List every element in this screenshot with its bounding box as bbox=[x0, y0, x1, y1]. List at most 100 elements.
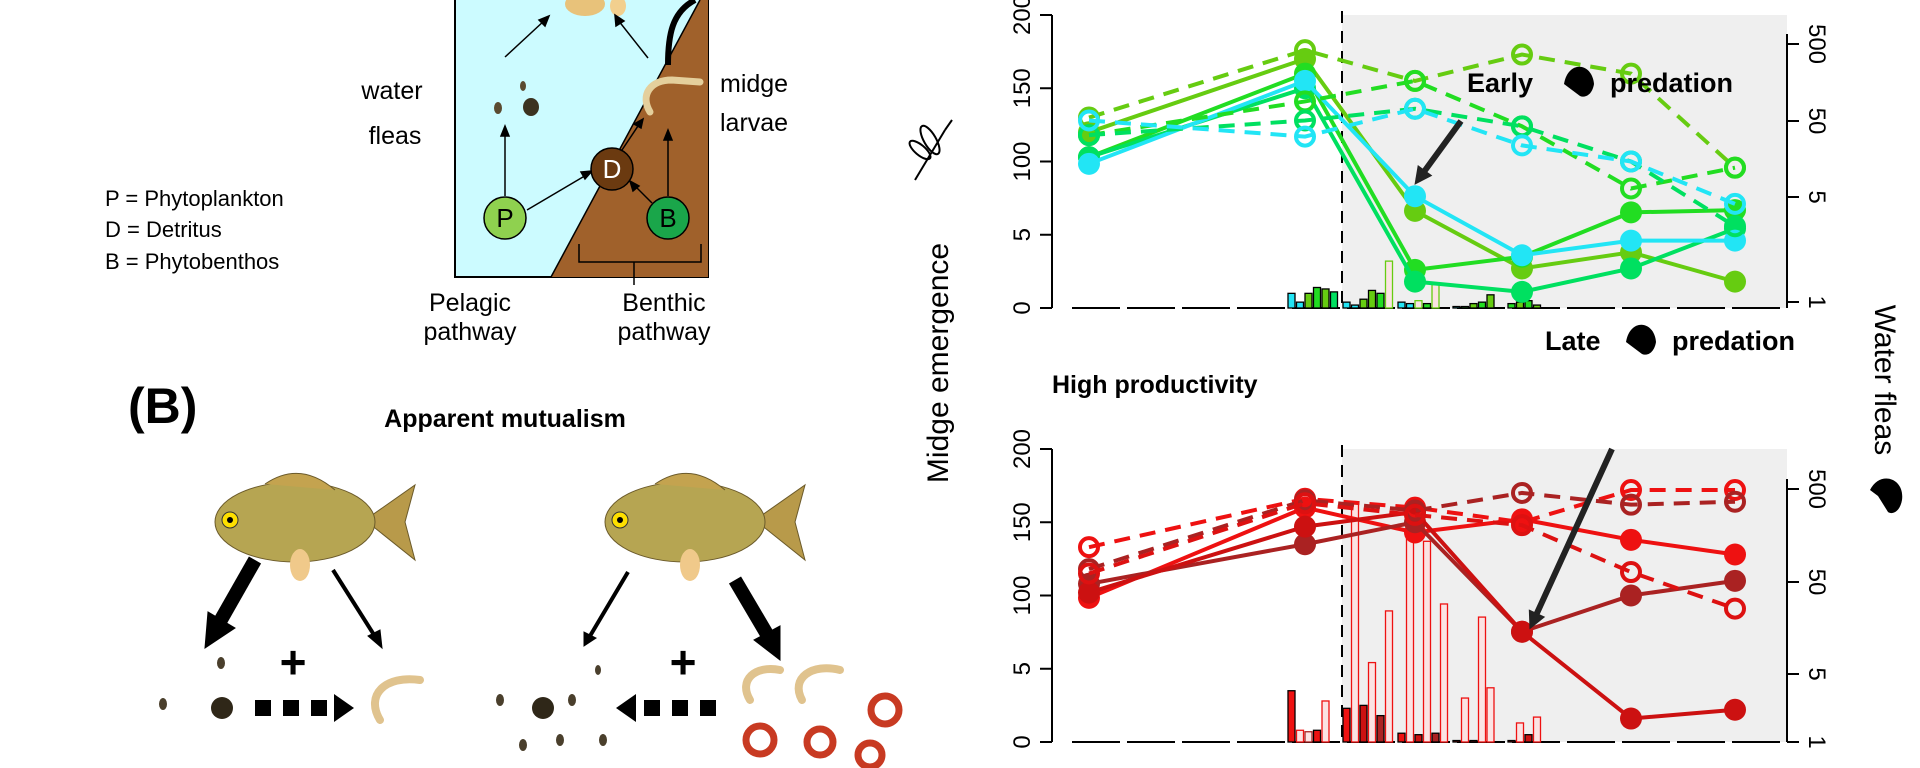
y-tick-label: 100 bbox=[1009, 141, 1036, 181]
series-line bbox=[1088, 48, 1737, 170]
y-tick-label: 200 bbox=[1009, 429, 1036, 469]
series-line bbox=[1088, 488, 1735, 550]
data-point bbox=[1724, 199, 1746, 222]
y2-tick-label: 500 bbox=[1803, 24, 1830, 64]
midge-larvae-label-line2: larvae bbox=[720, 109, 788, 137]
data-point bbox=[1724, 543, 1746, 566]
data-point bbox=[1294, 515, 1316, 538]
data-point bbox=[1511, 43, 1533, 66]
plus-sign-right: + bbox=[670, 636, 697, 688]
y-tick-label: 0 bbox=[1009, 301, 1036, 314]
series-line bbox=[1088, 85, 1736, 294]
bar bbox=[1304, 292, 1313, 309]
data-point bbox=[1724, 270, 1746, 293]
bar bbox=[1507, 302, 1516, 309]
bar bbox=[1350, 304, 1360, 309]
data-point bbox=[1294, 69, 1316, 92]
bar bbox=[1515, 722, 1525, 743]
data-point bbox=[1620, 584, 1642, 607]
data-point bbox=[1078, 152, 1100, 175]
node-b-label: B bbox=[659, 203, 676, 233]
data-point bbox=[1294, 492, 1316, 515]
y2-tick-label: 5 bbox=[1803, 190, 1830, 203]
chart-title: High productivity bbox=[1052, 371, 1258, 399]
series-line bbox=[1088, 505, 1736, 600]
bar bbox=[1524, 734, 1533, 743]
legend-p: P = Phytoplankton bbox=[105, 186, 284, 211]
data-point bbox=[1724, 479, 1746, 502]
bar bbox=[1342, 301, 1351, 309]
series-line bbox=[1088, 71, 1736, 273]
plus-sign-left: + bbox=[280, 636, 307, 688]
data-point bbox=[1404, 185, 1426, 208]
pelagic-label-line2: pathway bbox=[423, 318, 517, 346]
y-tick-label: 5 bbox=[1009, 228, 1036, 241]
dotted-arrow-left bbox=[616, 694, 716, 722]
annotation-left: Late bbox=[1545, 326, 1601, 356]
bar bbox=[1515, 301, 1525, 309]
oligochaete-worm-icon bbox=[742, 692, 903, 768]
food-web-diagram: P D B water fleas midge larvae P = Phyto… bbox=[105, 0, 788, 346]
series-line bbox=[1088, 509, 1736, 721]
data-point bbox=[1404, 69, 1426, 92]
y2-tick-label: 50 bbox=[1803, 108, 1830, 135]
y-tick-label: 150 bbox=[1009, 502, 1036, 542]
data-point bbox=[1294, 39, 1316, 62]
legend-b: B = Phytobenthos bbox=[105, 249, 279, 274]
bar bbox=[1460, 305, 1470, 309]
bar bbox=[1350, 501, 1360, 743]
data-point bbox=[1724, 490, 1746, 513]
benthic-label-line1: Benthic bbox=[622, 289, 705, 317]
data-point bbox=[1078, 581, 1100, 604]
bar bbox=[1287, 690, 1296, 743]
fish-icon-right bbox=[604, 472, 806, 581]
annotation-arrow bbox=[1529, 447, 1615, 626]
bar bbox=[1376, 714, 1385, 743]
water-flea-icon bbox=[1564, 66, 1594, 97]
data-point bbox=[1511, 244, 1533, 267]
data-point bbox=[1620, 177, 1642, 200]
sediment-edge bbox=[550, 0, 701, 278]
water-flea-icon bbox=[159, 657, 607, 751]
water-flea-icon bbox=[1626, 324, 1656, 355]
data-point bbox=[1724, 192, 1746, 215]
data-point bbox=[1620, 479, 1642, 502]
node-p-label: P bbox=[496, 203, 513, 233]
data-point bbox=[1620, 257, 1642, 280]
benthic-label-line2: pathway bbox=[617, 318, 711, 346]
bar bbox=[1507, 739, 1516, 743]
series-line bbox=[1088, 78, 1736, 191]
bar bbox=[1367, 661, 1377, 743]
annotation-arrow bbox=[1415, 119, 1464, 182]
data-point bbox=[1511, 134, 1533, 157]
data-point bbox=[1724, 597, 1746, 620]
series-line bbox=[1088, 490, 1736, 572]
data-point bbox=[1078, 124, 1100, 147]
series-line bbox=[1088, 56, 1736, 284]
water-flea-icon bbox=[1870, 478, 1903, 514]
y-tick-label: 5 bbox=[1009, 662, 1036, 675]
benthic-brace bbox=[578, 244, 702, 285]
bar bbox=[1321, 700, 1330, 743]
bar bbox=[1397, 732, 1406, 743]
data-point bbox=[1620, 150, 1642, 173]
data-point bbox=[1724, 215, 1746, 238]
data-point bbox=[1511, 620, 1533, 643]
annotation-right: predation bbox=[1672, 326, 1795, 356]
data-point bbox=[1078, 536, 1100, 559]
y-tick-label: 200 bbox=[1009, 0, 1036, 35]
fish-icon-left bbox=[214, 472, 416, 581]
bar bbox=[1431, 283, 1440, 309]
y2-tick-label: 5 bbox=[1803, 667, 1830, 680]
flow-arrows bbox=[499, 13, 674, 211]
water-flea-icon bbox=[494, 81, 539, 116]
bar bbox=[1452, 739, 1461, 743]
data-point bbox=[1620, 528, 1642, 551]
data-point bbox=[1724, 569, 1746, 592]
bar bbox=[1469, 302, 1478, 309]
data-point bbox=[1620, 707, 1642, 730]
bar bbox=[1422, 540, 1432, 743]
data-point bbox=[1724, 156, 1746, 179]
y2-tick-label: 500 bbox=[1803, 469, 1830, 509]
data-point bbox=[1511, 280, 1533, 303]
